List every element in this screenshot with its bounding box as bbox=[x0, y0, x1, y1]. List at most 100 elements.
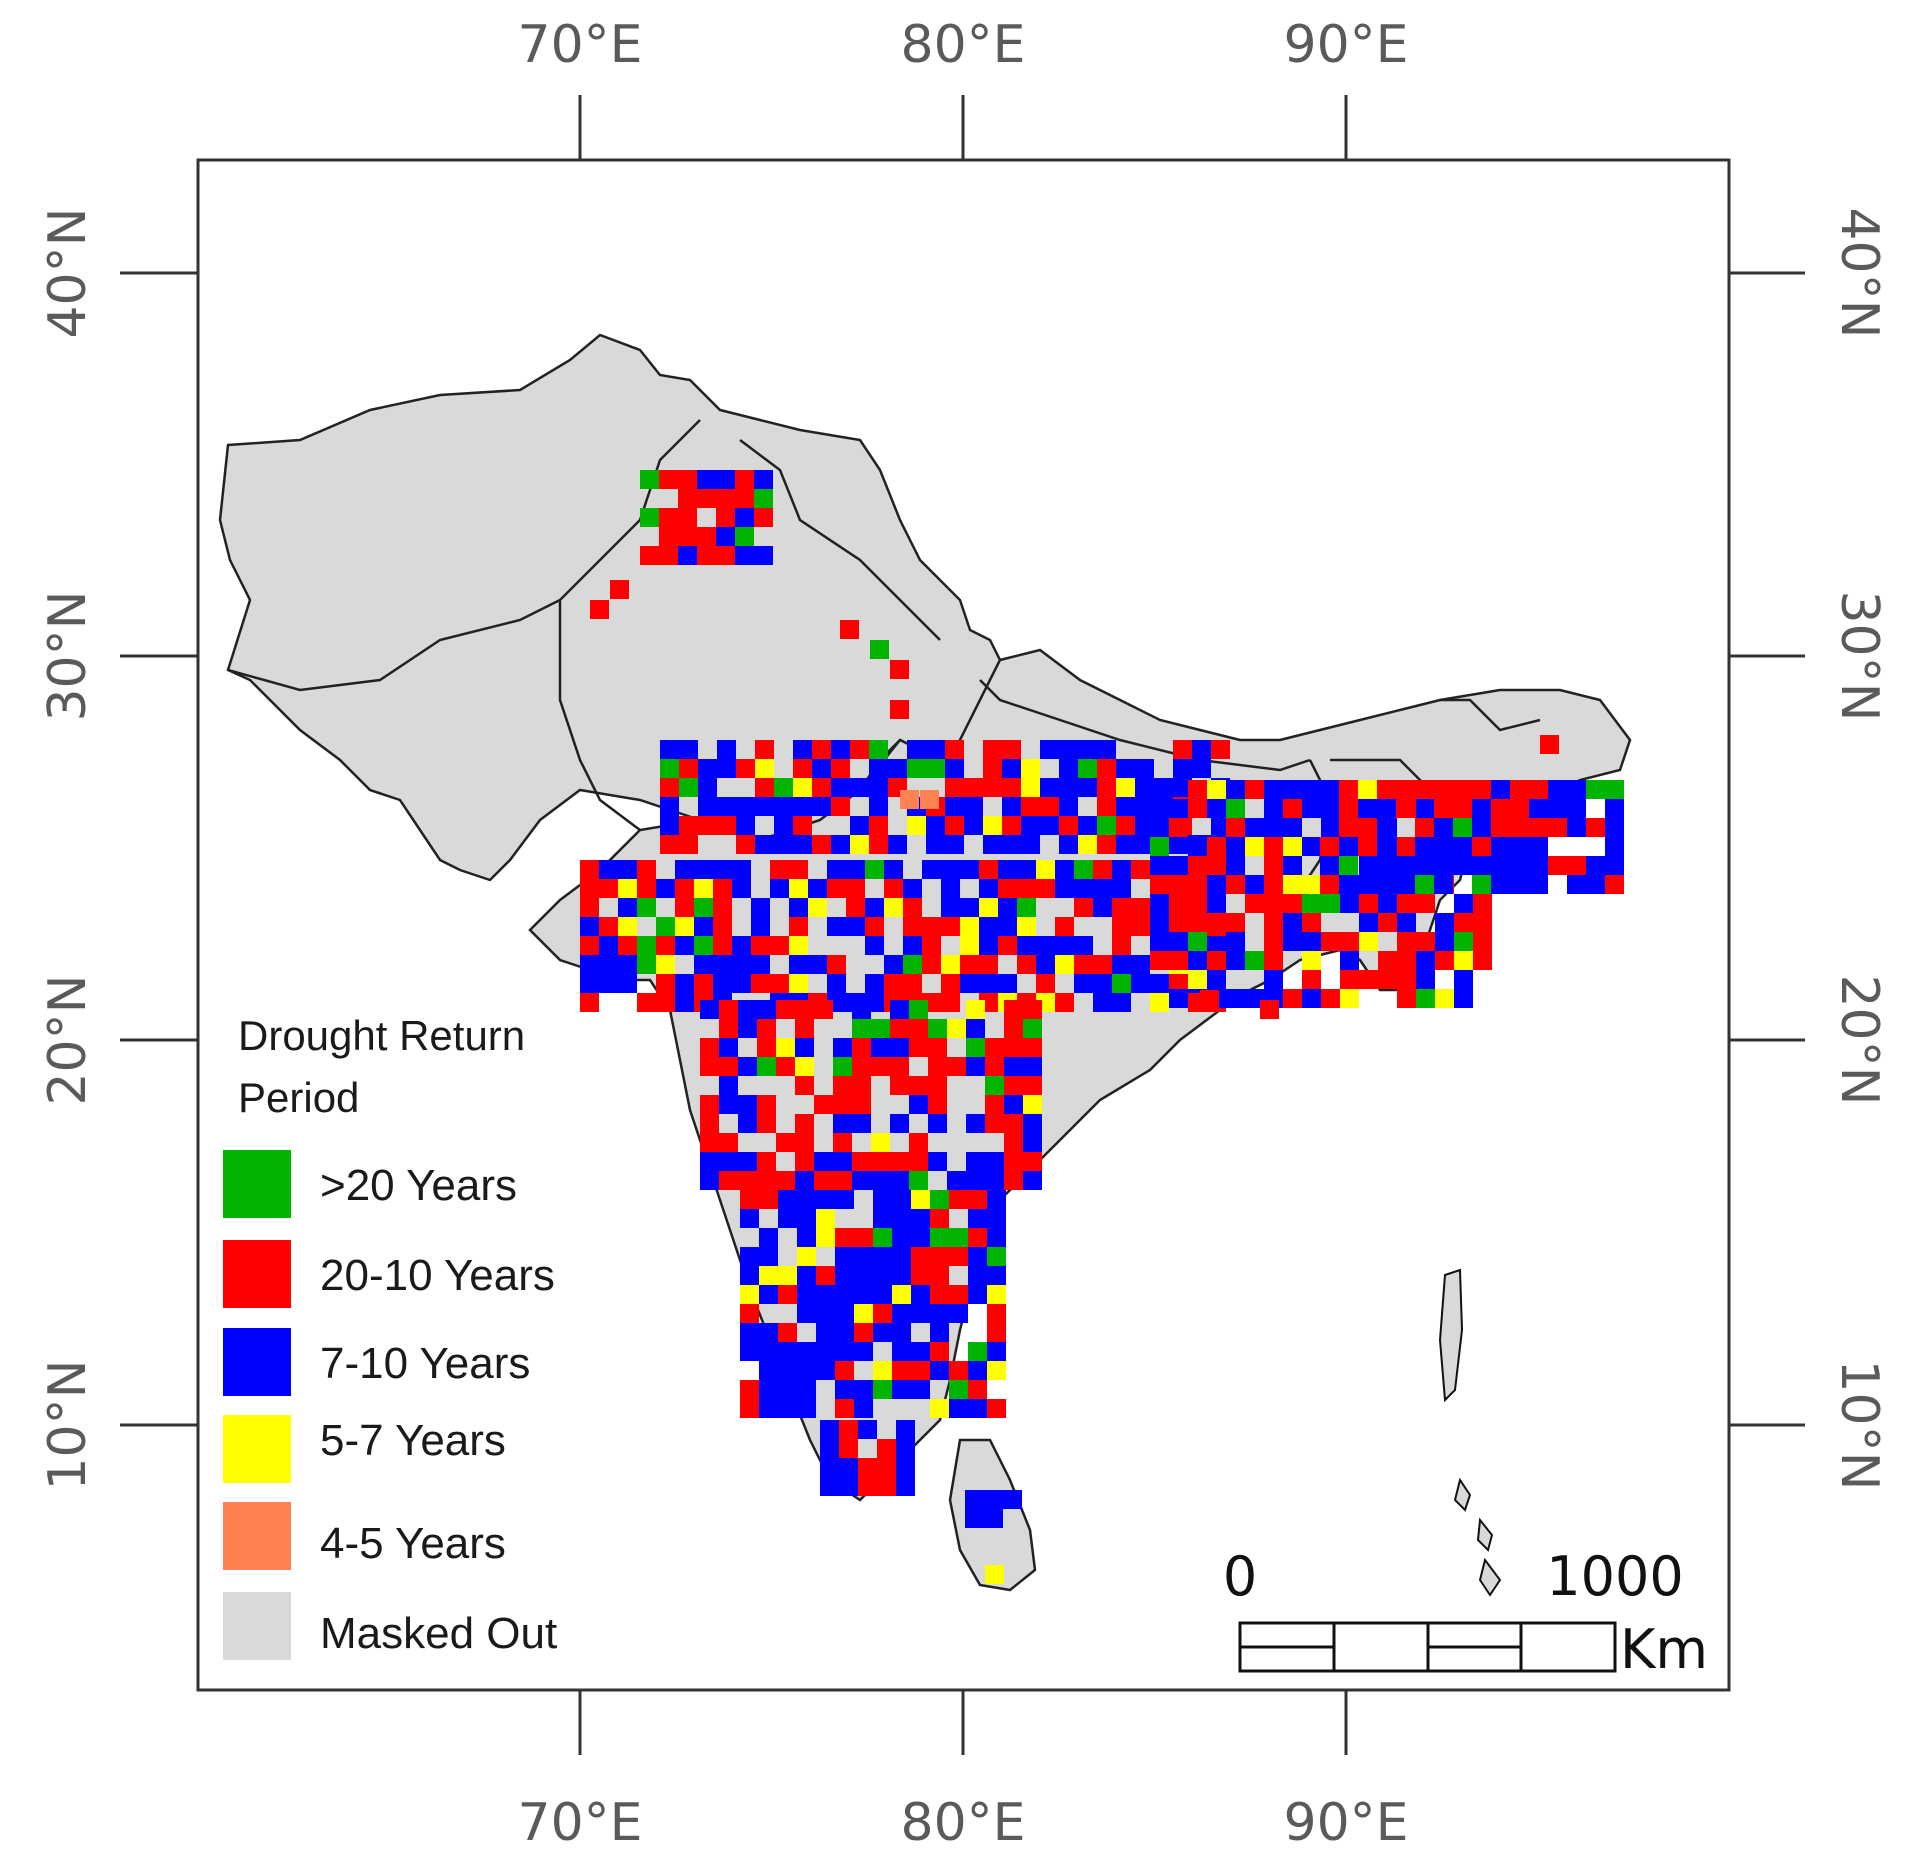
grid-cell-blue bbox=[1207, 875, 1226, 894]
grid-cell-green bbox=[968, 1342, 987, 1361]
grid-cell-green bbox=[1023, 1019, 1042, 1038]
grid-cell-red bbox=[776, 1171, 795, 1190]
legend-swatch-orange bbox=[223, 1502, 291, 1570]
grid-cell-red bbox=[814, 1000, 833, 1019]
grid-cell-red bbox=[700, 1057, 719, 1076]
grid-cell-blue bbox=[793, 835, 812, 854]
grid-cell-green bbox=[656, 917, 675, 936]
grid-cell-blue bbox=[1002, 835, 1021, 854]
grid-cell-blue bbox=[922, 860, 941, 879]
grid-cell-green bbox=[1150, 837, 1169, 856]
grid-cell-green bbox=[966, 1038, 985, 1057]
grid-cell-blue bbox=[1131, 955, 1150, 974]
grid-cell-red bbox=[1004, 1000, 1023, 1019]
grid-cell-red bbox=[890, 660, 909, 679]
grid-cell-blue bbox=[998, 917, 1017, 936]
grid-cell-red bbox=[1434, 799, 1453, 818]
grid-cell-blue bbox=[808, 955, 827, 974]
grid-cell-blue bbox=[835, 1190, 854, 1209]
grid-cell-blue bbox=[831, 778, 850, 797]
andaman-islands bbox=[1438, 1268, 1502, 1597]
grid-cell-red bbox=[1093, 860, 1112, 879]
grid-cell-yellow bbox=[985, 1565, 1004, 1584]
grid-cell-blue bbox=[1453, 856, 1472, 875]
y-tick-left-20: 20°N bbox=[38, 974, 98, 1105]
grid-cell-blue bbox=[1131, 974, 1150, 993]
grid-cell-blue bbox=[892, 1323, 911, 1342]
x-tick-bottom-80: 80°E bbox=[900, 1793, 1025, 1853]
grid-cell-blue bbox=[854, 1247, 873, 1266]
grid-cell-blue bbox=[831, 740, 850, 759]
grid-cell-blue bbox=[968, 1266, 987, 1285]
grid-cell-blue bbox=[979, 879, 998, 898]
grid-cell-blue bbox=[580, 974, 599, 993]
grid-cell-yellow bbox=[1283, 837, 1302, 856]
grid-cell-blue bbox=[1002, 797, 1021, 816]
grid-cell-red bbox=[1473, 913, 1492, 932]
grid-cell-blue bbox=[735, 508, 754, 527]
grid-cell-red bbox=[1339, 818, 1358, 837]
grid-cell-blue bbox=[1192, 759, 1211, 778]
grid-cell-red bbox=[1207, 913, 1226, 932]
grid-cell-blue bbox=[1321, 799, 1340, 818]
grid-cell-blue bbox=[820, 1420, 839, 1439]
grid-cell-blue bbox=[778, 1399, 797, 1418]
grid-cell-blue bbox=[797, 1209, 816, 1228]
grid-cell-red bbox=[1207, 837, 1226, 856]
grid-cell-blue bbox=[964, 797, 983, 816]
grid-cell-green bbox=[852, 1019, 871, 1038]
grid-cell-red bbox=[1188, 894, 1207, 913]
grid-cell-blue bbox=[675, 974, 694, 993]
grid-cell-blue bbox=[852, 1114, 871, 1133]
grid-cell-red bbox=[757, 1152, 776, 1171]
grid-cell-red bbox=[751, 974, 770, 993]
grid-cell-red bbox=[852, 1057, 871, 1076]
grid-cell-red bbox=[1169, 913, 1188, 932]
grid-cell-blue bbox=[820, 1439, 839, 1458]
grid-cell-blue bbox=[1434, 856, 1453, 875]
grid-cell-red bbox=[827, 955, 846, 974]
grid-cell-blue bbox=[966, 1152, 985, 1171]
grid-cell-blue bbox=[1226, 932, 1245, 951]
grid-cell-yellow bbox=[1017, 917, 1036, 936]
grid-cell-blue bbox=[1135, 778, 1154, 797]
grid-cell-red bbox=[1112, 917, 1131, 936]
grid-cell-blue bbox=[854, 1266, 873, 1285]
legend-label-5-7: 5-7 Years bbox=[320, 1416, 506, 1465]
grid-cell-red bbox=[852, 1076, 871, 1095]
grid-cell-red bbox=[757, 1095, 776, 1114]
grid-cell-green bbox=[870, 640, 889, 659]
grid-cell-yellow bbox=[983, 816, 1002, 835]
grid-cell-red bbox=[1453, 780, 1472, 799]
grid-cell-red bbox=[930, 1247, 949, 1266]
grid-cell-blue bbox=[1112, 993, 1131, 1012]
grid-cell-red bbox=[740, 1399, 759, 1418]
grid-cell-blue bbox=[1211, 816, 1230, 835]
grid-cell-blue bbox=[1116, 835, 1135, 854]
grid-cell-red bbox=[757, 1114, 776, 1133]
grid-cell-blue bbox=[797, 1266, 816, 1285]
grid-cell-red bbox=[740, 1190, 759, 1209]
grid-cell-yellow bbox=[1150, 993, 1169, 1012]
grid-cell-red bbox=[909, 1019, 928, 1038]
grid-cell-red bbox=[1188, 913, 1207, 932]
grid-cell-red bbox=[1321, 932, 1340, 951]
grid-cell-yellow bbox=[656, 955, 675, 974]
grid-cell-green bbox=[1188, 932, 1207, 951]
grid-cell-blue bbox=[740, 1209, 759, 1228]
grid-cell-blue bbox=[1359, 913, 1378, 932]
grid-cell-blue bbox=[835, 1266, 854, 1285]
grid-cell-blue bbox=[778, 1342, 797, 1361]
grid-cell-blue bbox=[1023, 1114, 1042, 1133]
grid-cell-red bbox=[1340, 932, 1359, 951]
grid-cell-green bbox=[640, 508, 659, 527]
grid-cell-blue bbox=[1150, 974, 1169, 993]
grid-cell-yellow bbox=[873, 1361, 892, 1380]
grid-cell-red bbox=[987, 1323, 1006, 1342]
grid-cell-red bbox=[1017, 955, 1036, 974]
grid-cell-blue bbox=[1059, 740, 1078, 759]
grid-cell-blue bbox=[1169, 799, 1188, 818]
grid-cell-red bbox=[1059, 816, 1078, 835]
grid-cell-red bbox=[987, 1399, 1006, 1418]
grid-cell-red bbox=[736, 759, 755, 778]
